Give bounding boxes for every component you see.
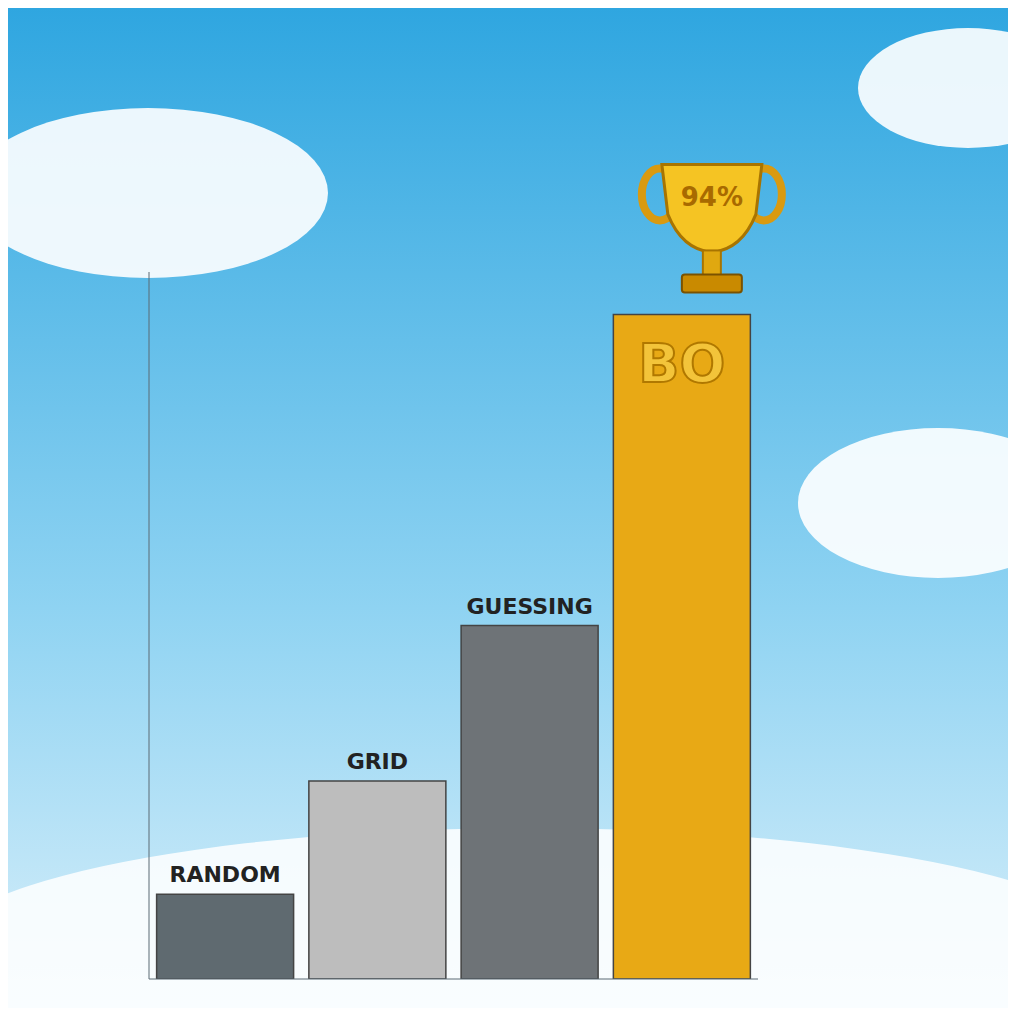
svg-text:94%: 94% [681, 182, 743, 212]
svg-text:RANDOM: RANDOM [169, 862, 280, 887]
svg-text:GUESSING: GUESSING [466, 594, 592, 619]
svg-text:BO: BO [638, 332, 725, 395]
svg-text:GRID: GRID [347, 749, 408, 774]
